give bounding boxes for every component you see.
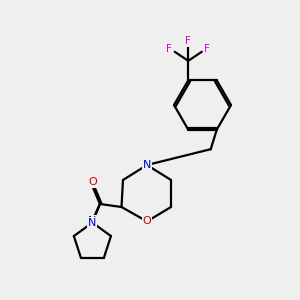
Text: F: F [185,36,191,46]
Text: N: N [88,215,97,226]
Text: N: N [88,218,97,228]
Text: N: N [143,160,151,170]
Text: O: O [142,216,152,226]
Text: O: O [88,177,97,187]
Text: F: F [167,44,172,54]
Text: F: F [204,44,210,54]
